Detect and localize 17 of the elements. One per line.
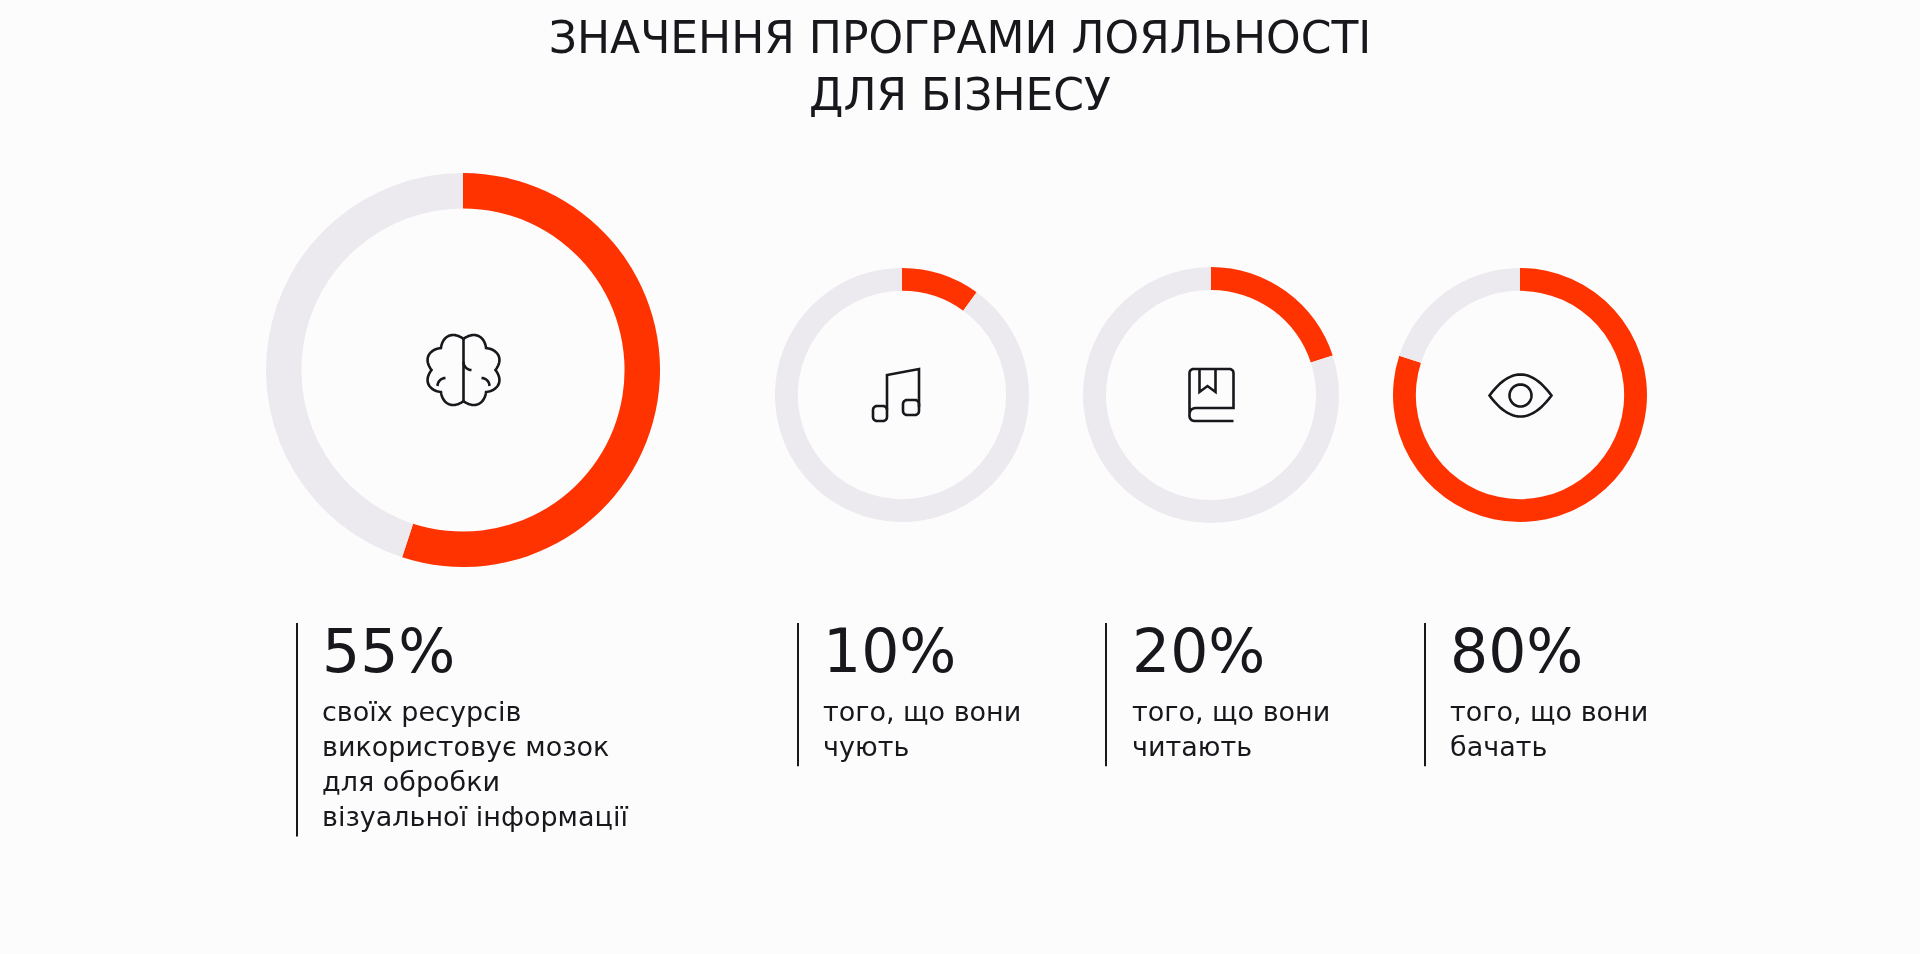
- donut-slice: [775, 268, 1029, 522]
- text: ЗНАЧЕННЯ ПРОГРАМИ ЛОЯЛЬНОСТІ ДЛЯ БІЗНЕСУ: [548, 11, 1372, 120]
- donut-slice: [1399, 268, 1520, 363]
- donut-slice: [1211, 267, 1333, 363]
- donut-slice: [1083, 267, 1339, 523]
- text: того, що вони бачать: [1450, 696, 1649, 763]
- text: 80%: [1450, 616, 1584, 686]
- text: того, що вони читають: [1132, 696, 1331, 763]
- donut-slice: [402, 173, 660, 567]
- text: 10%: [823, 616, 957, 686]
- donut-slice: [902, 268, 977, 311]
- donut-slice: [266, 173, 463, 558]
- text: 55%: [322, 616, 456, 686]
- donut-slice: [1393, 268, 1647, 522]
- text: своїх ресурсів використовує мозок для обробки візуальної інформації: [322, 696, 629, 833]
- text: того, що вони чують: [823, 696, 1022, 763]
- text: 20%: [1132, 616, 1266, 686]
